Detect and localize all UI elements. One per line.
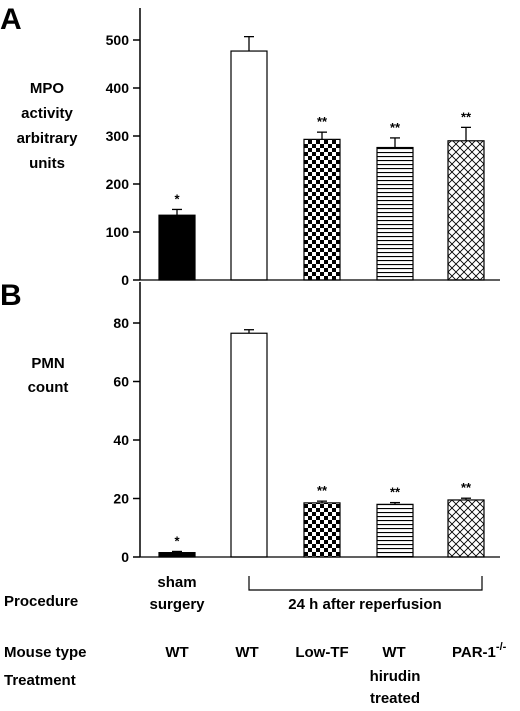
- panel-b-bar: [158, 552, 196, 558]
- par1-superscript: -/-: [496, 641, 507, 653]
- panel-b-significance-mark: **: [461, 480, 472, 495]
- panel-b-bar: [303, 502, 341, 558]
- treatment-cell-line: hirudin: [370, 668, 421, 685]
- panel-a-ylabel-line: activity: [21, 105, 73, 122]
- panel-a-y-tick-label: 200: [106, 176, 130, 192]
- treatment-cell-line: treated: [370, 690, 420, 707]
- panel-a-y-tick-label: 100: [106, 224, 130, 240]
- procedure-row-label: Procedure: [4, 593, 78, 610]
- procedure-sham-line: sham: [157, 574, 196, 591]
- treatment-row-label: Treatment: [4, 672, 76, 689]
- panel-a-bar: [158, 214, 196, 281]
- panel-a-y-tick-label: 400: [106, 80, 130, 96]
- panel-a-y-tick-label: 300: [106, 128, 130, 144]
- panel-a-y-tick-label: 500: [106, 32, 130, 48]
- mouse-type-cell: WT: [165, 644, 188, 661]
- procedure-sham-line: surgery: [149, 596, 205, 613]
- panel-a-significance-mark: **: [461, 109, 472, 124]
- panel-b-ylabel-line: PMN: [31, 355, 64, 372]
- mouse-type-row-label: Mouse type: [4, 644, 87, 661]
- panel-a-bar: [303, 138, 341, 281]
- panel-a-y-tick-label: 0: [121, 272, 129, 288]
- panel-b-significance-mark: *: [174, 533, 180, 548]
- panel-a-bar: [376, 146, 414, 281]
- mouse-type-cell: WT: [382, 644, 405, 661]
- panel-b-bar: [230, 332, 268, 558]
- procedure-reperfusion: 24 h after reperfusion: [288, 596, 441, 613]
- panel-b-significance-mark: **: [317, 483, 328, 498]
- panel-a-ylabel-line: units: [29, 155, 65, 172]
- panel-a-significance-mark: **: [390, 120, 401, 135]
- panel-b-y-tick-label: 40: [113, 432, 129, 448]
- mouse-type-cell: Low-TF: [295, 644, 348, 661]
- panel-a-bar: [447, 140, 485, 281]
- mouse-type-cell: WT: [235, 644, 258, 661]
- panel-a-ylabel-line: arbitrary: [17, 130, 79, 147]
- panel-b-y-tick-label: 0: [121, 549, 129, 565]
- panel-a-ylabel: MPO activity arbitrary units: [17, 80, 79, 172]
- panel-b-y-tick-label: 60: [113, 374, 129, 390]
- panel-a-bar: [230, 50, 268, 281]
- par1-name: PAR-1: [452, 644, 496, 661]
- panel-b-bar: [447, 499, 485, 558]
- panel-a-significance-mark: *: [174, 191, 180, 206]
- panel-b-label: B: [0, 279, 22, 312]
- panel-b-ylabel-line: count: [28, 379, 69, 396]
- panel-a-ylabel-line: MPO: [30, 80, 65, 97]
- panel-a-significance-mark: **: [317, 114, 328, 129]
- panel-b-y-tick-label: 80: [113, 315, 129, 331]
- panel-b-y-tick-label: 20: [113, 491, 129, 507]
- mouse-type-cell: PAR-1-/-: [452, 641, 507, 661]
- panel-a-label: A: [0, 3, 22, 36]
- reperfusion-bracket: [248, 576, 483, 591]
- condition-table: Procedure sham surgery 24 h after reperf…: [4, 574, 507, 707]
- panel-b-ylabel: PMN count: [28, 355, 69, 396]
- panel-b-bar: [376, 503, 414, 558]
- panel-b-significance-mark: **: [390, 485, 401, 500]
